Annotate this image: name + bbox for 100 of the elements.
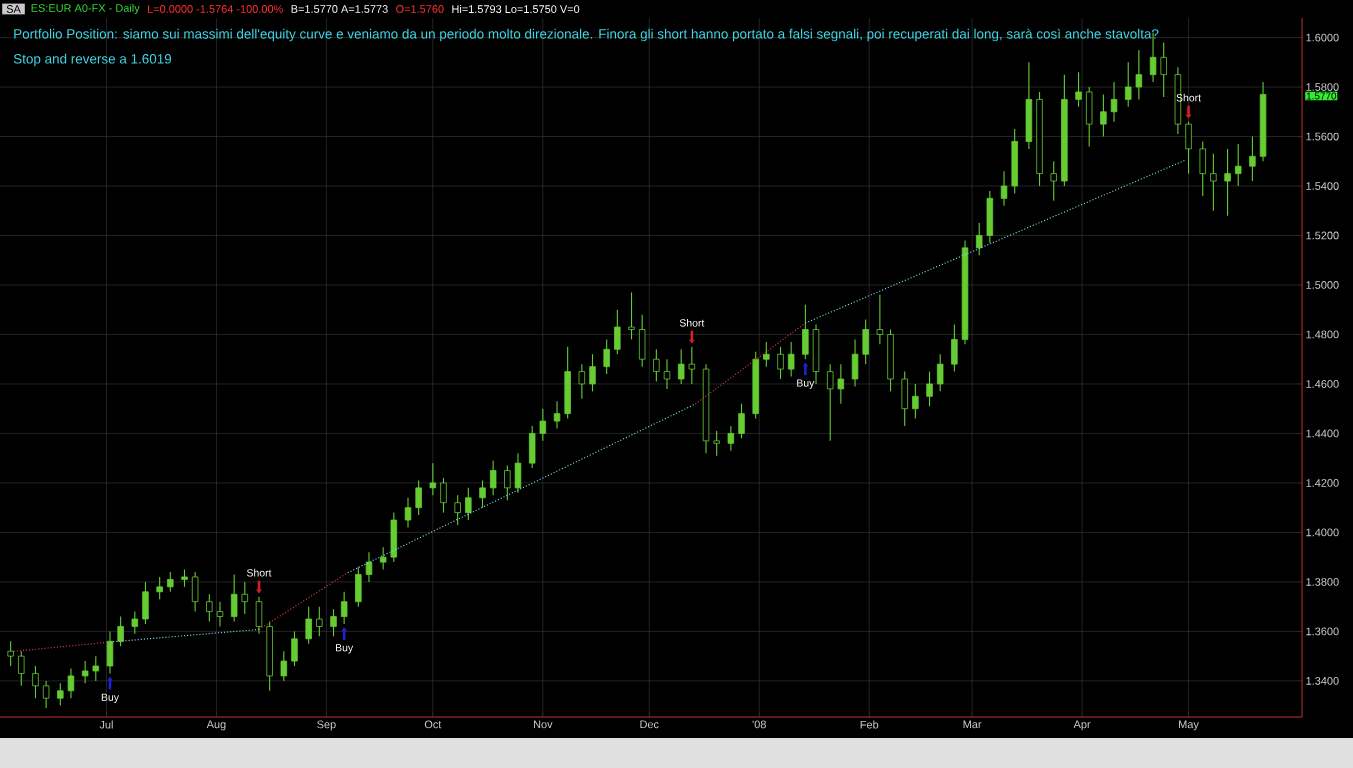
candlestick: [912, 383, 919, 420]
candlestick: [454, 494, 461, 526]
y-tick-label: 1.5600: [1306, 132, 1339, 141]
text: L=0.0000 -1.5764 -100.00%: [148, 5, 283, 13]
candlestick: [57, 682, 64, 707]
y-tick-label: 1.4600: [1306, 380, 1339, 388]
y-tick-label: 1.5000: [1306, 281, 1339, 289]
candlestick: [663, 358, 671, 390]
candlestick: [787, 341, 795, 378]
candlestick: [81, 660, 89, 684]
annotation: Buy: [335, 644, 354, 654]
x-tick-label: Nov: [533, 720, 553, 729]
candlestick: [379, 546, 387, 571]
x-tick-label: Apr: [1073, 720, 1091, 731]
annotation: Short: [246, 568, 272, 577]
candlestick: [67, 667, 75, 699]
candlestick: [553, 400, 561, 430]
text: O=1.5760: [396, 5, 444, 13]
candlestick: [688, 346, 696, 385]
candlestick: [7, 640, 14, 667]
candlestick: [876, 294, 884, 345]
candlestick: [1224, 148, 1231, 217]
candlestick: [241, 581, 249, 615]
candlestick: [117, 615, 124, 647]
candlestick: [92, 655, 100, 682]
x-tick-label: Jul: [99, 720, 113, 729]
candlestick: [167, 571, 174, 593]
candlestick: [1210, 153, 1217, 212]
candlestick: [280, 650, 288, 682]
x-tick-label: Oct: [424, 720, 442, 729]
candlestick: [603, 338, 610, 375]
candlestick: [1135, 49, 1143, 100]
candlestick: [340, 591, 348, 625]
candlestick: [936, 353, 944, 392]
candlestick: [926, 371, 933, 407]
y-tick-label: 1.4200: [1306, 479, 1339, 487]
chart-title: ES:EUR A0-FX - Daily: [31, 3, 140, 15]
candlestick: [1124, 61, 1132, 108]
candlestick: [429, 462, 437, 496]
y-tick-label: 1.5400: [1306, 182, 1339, 190]
y-tick-label: 1.3800: [1306, 578, 1339, 586]
x-tick-label: Sep: [317, 720, 336, 731]
annotation: Buy: [797, 379, 815, 389]
candlestick: [763, 341, 770, 368]
candlestick: [32, 665, 39, 699]
candlestick: [440, 477, 447, 514]
candlestick: [727, 425, 735, 452]
candlestick: [1050, 160, 1057, 202]
annotation: Short: [1176, 93, 1201, 102]
text: B=1.5770 A=1.5773: [291, 5, 388, 13]
x-tick-label: '08: [752, 720, 766, 729]
text: 1.5770: [1306, 92, 1337, 100]
x-tick-label: May: [1179, 720, 1199, 731]
candlestick: [738, 403, 745, 439]
candlestick: [18, 650, 25, 687]
y-tick-label: 1.3600: [1306, 627, 1339, 636]
candlestick: [305, 606, 312, 645]
candlestick: [489, 460, 497, 496]
y-tick-label: 1.5800: [1306, 83, 1339, 91]
y-tick-label: 1.4800: [1306, 330, 1339, 339]
candlestick: [1100, 93, 1107, 138]
candlestick: [653, 348, 660, 383]
candlestick: [131, 611, 139, 635]
candlestick: [578, 363, 586, 400]
candlestick: [614, 309, 621, 355]
candlestick: [628, 291, 635, 340]
candlestick: [230, 573, 238, 623]
candlestick: [1110, 81, 1118, 123]
x-tick-label: Feb: [860, 720, 879, 729]
candlestick: [415, 479, 422, 516]
x-tick-label: Aug: [206, 720, 226, 731]
annotation: Buy: [101, 693, 119, 704]
annotation: Short: [679, 318, 705, 327]
candlestick: [713, 430, 720, 457]
x-tick-label: Dec: [640, 720, 659, 729]
candlestick: [1075, 71, 1082, 108]
candlestick: [479, 479, 486, 509]
candlestick: [826, 363, 834, 442]
candlestick: [330, 608, 337, 637]
text: Hi=1.5793 Lo=1.5750 V=0: [452, 4, 580, 14]
annotation: Stop and reverse a 1.6019: [13, 53, 172, 67]
candlestick: [1000, 170, 1008, 207]
candlestick: [504, 465, 511, 501]
candlestick: [365, 551, 373, 583]
y-tick-label: 1.5200: [1306, 231, 1339, 240]
candlestick: [156, 576, 163, 600]
candlestick: [291, 630, 298, 667]
candlestick: [316, 606, 323, 637]
candlestick: [465, 487, 472, 521]
candlestick: [539, 408, 547, 442]
candlestick: [677, 348, 685, 385]
y-tick-label: 1.4000: [1306, 528, 1339, 537]
candlestick: [216, 601, 224, 627]
text: SA: [6, 5, 21, 13]
candlestick: [777, 346, 784, 380]
candlestick: [404, 497, 412, 529]
candlestick: [1249, 135, 1256, 182]
candlestick: [837, 363, 845, 405]
candlestick: [975, 222, 983, 256]
candlestick: [589, 353, 596, 392]
